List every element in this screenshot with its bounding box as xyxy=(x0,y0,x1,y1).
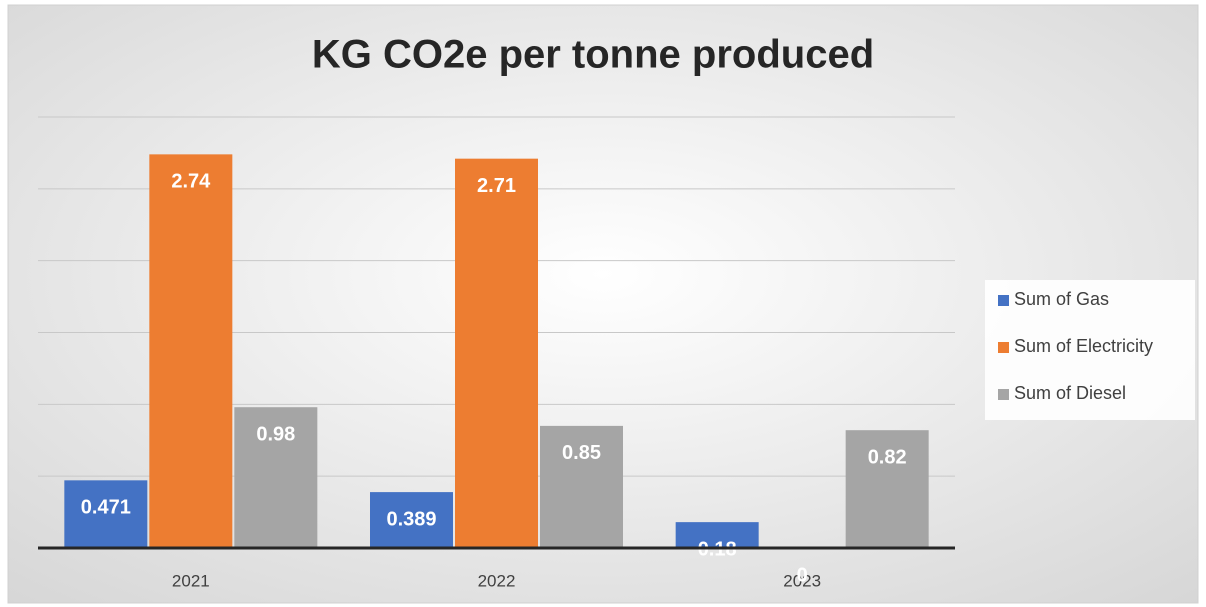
bar xyxy=(64,480,148,548)
x-tick-label: 2022 xyxy=(478,571,516,590)
legend-label: Sum of Gas xyxy=(1014,289,1109,309)
data-label: 0.98 xyxy=(256,423,295,445)
bar xyxy=(455,158,538,548)
x-tick-label: 2023 xyxy=(783,571,821,590)
legend-label: Sum of Electricity xyxy=(1014,336,1153,356)
bar xyxy=(370,492,453,548)
data-label: 2.71 xyxy=(477,175,516,197)
legend-swatch xyxy=(998,295,1009,306)
bar xyxy=(675,522,759,548)
data-label: 0.389 xyxy=(386,508,436,530)
legend-label: Sum of Diesel xyxy=(1014,383,1126,403)
bar xyxy=(234,407,318,548)
legend-swatch xyxy=(998,342,1009,353)
bar xyxy=(845,430,929,548)
bar xyxy=(540,425,623,548)
data-label: 0.471 xyxy=(81,497,131,519)
data-label: 0 xyxy=(797,564,808,586)
legend-box xyxy=(985,280,1195,420)
data-label: 2.74 xyxy=(171,171,211,193)
x-tick-label: 2021 xyxy=(172,571,210,590)
data-label: 0.82 xyxy=(868,446,907,468)
legend-swatch xyxy=(998,389,1009,400)
data-label: 0.85 xyxy=(562,442,601,464)
bar xyxy=(149,154,233,548)
chart-title: KG CO2e per tonne produced xyxy=(312,33,874,77)
